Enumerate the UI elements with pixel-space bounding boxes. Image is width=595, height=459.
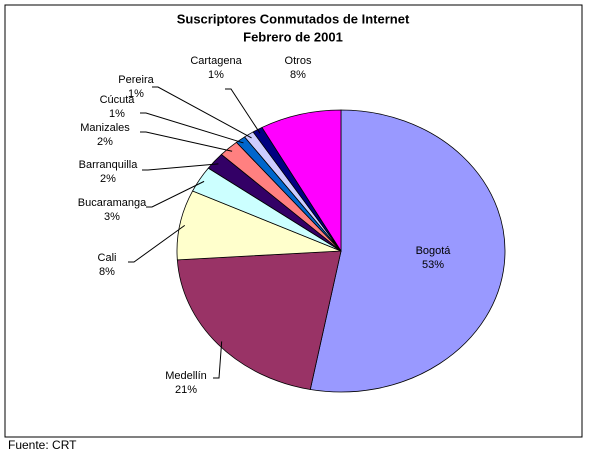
pie-slice [309, 109, 506, 393]
slice-value-label: 2% [100, 173, 116, 185]
chart-title: Suscriptores Conmutados de Internet [177, 11, 410, 26]
leader-line [142, 163, 219, 171]
slice-value-label: 3% [104, 211, 120, 223]
slice-label: Cúcuta [100, 94, 136, 106]
pie-slice [176, 250, 342, 390]
chart-subtitle: Febrero de 2001 [243, 29, 343, 44]
slice-label: Bogotá [416, 245, 452, 257]
slice-value-label: 1% [128, 88, 144, 100]
slice-value-label: 2% [97, 136, 113, 148]
leader-line [140, 131, 233, 152]
slice-label: Manizales [80, 122, 130, 134]
slice-label: Pereira [118, 74, 154, 86]
slice-value-label: 8% [290, 69, 306, 81]
slice-label: Bucaramanga [78, 197, 147, 209]
slice-value-label: 53% [422, 259, 444, 271]
leader-line [140, 112, 244, 144]
slice-label: Cartagena [190, 55, 242, 67]
slice-value-label: 1% [208, 69, 224, 81]
leader-line [146, 180, 205, 208]
pie-slice [261, 109, 342, 253]
slice-label: Cali [98, 252, 117, 264]
slice-value-label: 1% [109, 108, 125, 120]
slice-label: Barranquilla [79, 159, 139, 171]
footer: Fuente: CRT [8, 438, 77, 452]
slice-label: Medellín [165, 370, 207, 382]
leader-line [213, 341, 223, 379]
leader-line [128, 224, 186, 263]
slice-value-label: 21% [175, 384, 197, 396]
slice-label: Otros [285, 55, 312, 67]
slice-value-label: 8% [99, 266, 115, 278]
leader-line [225, 88, 261, 134]
leader-line [152, 86, 252, 139]
